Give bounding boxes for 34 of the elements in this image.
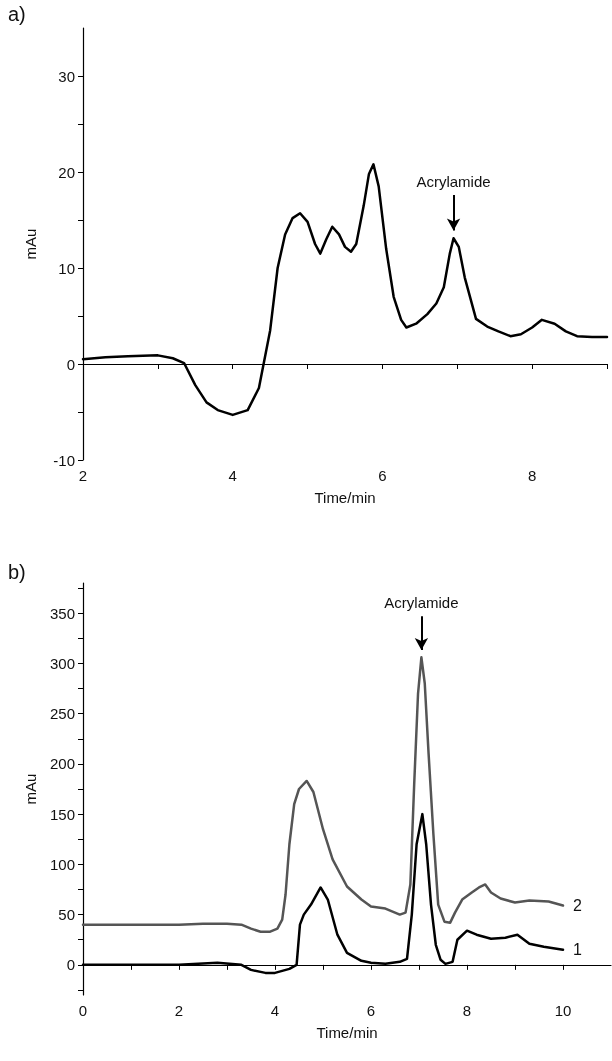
line-series	[81, 656, 565, 933]
y-tick-label: 350	[49, 604, 75, 622]
x-tick-label: 4	[228, 467, 237, 484]
y-tick-label: 30	[58, 67, 75, 85]
y-tick-label: 200	[49, 755, 75, 773]
x-tick-label: 6	[366, 1002, 376, 1019]
y-tick-label: 150	[49, 805, 75, 823]
y-tick-label: 0	[66, 956, 75, 974]
y-tick-label: 100	[49, 855, 75, 873]
y-tick-label: 50	[58, 906, 75, 924]
annotation: Acrylamide	[416, 173, 491, 191]
x-axis-title: Time/min	[314, 489, 376, 506]
x-tick-label: 10	[554, 1002, 572, 1019]
annotation: Acrylamide	[384, 594, 459, 612]
series-label: 2	[573, 897, 582, 915]
y-tick-label: 250	[49, 705, 75, 723]
x-axis-title: Time/min	[316, 1024, 378, 1041]
y-tick-label: 300	[49, 654, 75, 672]
y-tick-label: 0	[66, 355, 75, 373]
x-tick-label: 8	[462, 1002, 472, 1019]
x-tick-label: 0	[78, 1002, 88, 1019]
x-tick-label: 4	[270, 1002, 280, 1019]
chart-title: b)	[8, 561, 26, 583]
y-tick-label: 20	[58, 163, 75, 181]
y-tick-label: -10	[53, 451, 75, 469]
x-tick-label: 2	[78, 467, 88, 484]
y-tick-label: 10	[58, 259, 75, 277]
series-label: 1	[573, 941, 582, 959]
x-tick-label: 8	[527, 467, 537, 484]
y-axis-title: mAu	[22, 228, 39, 260]
x-tick-label: 2	[174, 1002, 184, 1019]
y-axis-title: mAu	[22, 773, 39, 805]
x-tick-label: 6	[378, 467, 387, 484]
chart-title: a)	[8, 3, 26, 25]
